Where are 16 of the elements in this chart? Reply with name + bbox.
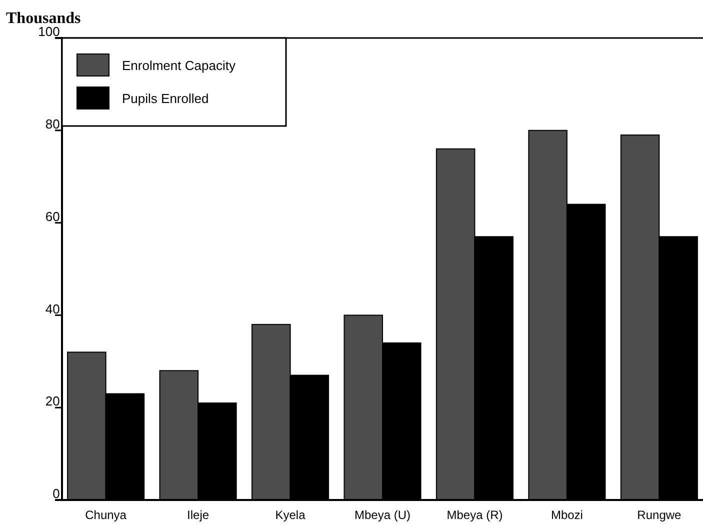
legend-label: Enrolment Capacity <box>122 58 236 73</box>
x-tick-label: Mbeya (R) <box>446 508 503 522</box>
y-tick-label: 60 <box>45 208 60 224</box>
y-tick-label: 100 <box>38 24 60 40</box>
y-tick-label: 40 <box>45 301 60 316</box>
y-tick-label: 80 <box>45 116 60 132</box>
y-tick-label: 20 <box>45 394 60 409</box>
x-tick-label: Mbozi <box>550 508 583 522</box>
x-tick-label: Kyela <box>275 508 306 522</box>
x-tick-label: Chunya <box>85 508 127 522</box>
x-tick-label: Mbeya (U) <box>354 508 411 522</box>
x-tick-label: Ileje <box>187 508 210 522</box>
legend-label: Pupils Enrolled <box>122 91 209 106</box>
y-axis-title: Thousands <box>6 10 81 27</box>
x-tick-label: Rungwe <box>637 508 682 522</box>
y-tick-label: 0 <box>52 486 60 502</box>
